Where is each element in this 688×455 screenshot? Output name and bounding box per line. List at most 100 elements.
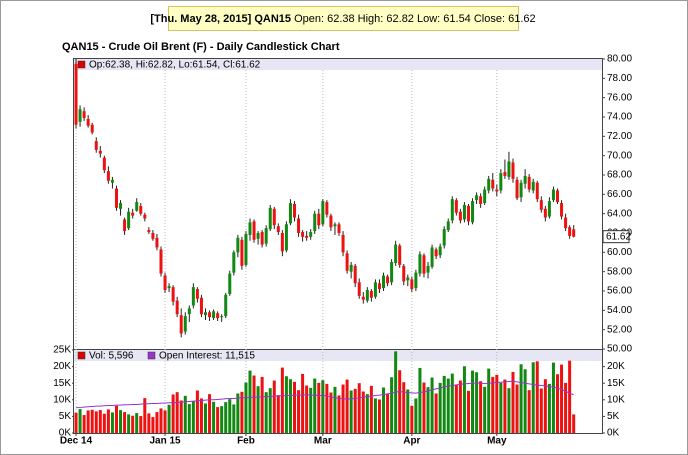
volume-bar	[503, 379, 507, 433]
candle-body	[572, 229, 576, 237]
candle-body	[309, 232, 313, 237]
y2-tick-label: 20K	[607, 361, 625, 372]
candle-body	[208, 312, 212, 318]
volume-bar	[74, 412, 78, 433]
candle-body	[353, 265, 357, 284]
candle-body	[90, 124, 94, 133]
candle-body	[547, 201, 551, 217]
volume-bar	[86, 410, 90, 433]
candle-body	[535, 182, 539, 200]
volume-bar	[471, 370, 475, 433]
volume-bar	[345, 379, 349, 433]
candle-body	[236, 237, 240, 253]
candle-body	[301, 232, 305, 237]
candle-body	[386, 276, 390, 284]
y-tick-label: 52.00	[607, 324, 632, 335]
volume-bar	[151, 417, 155, 433]
candle-body	[94, 141, 98, 150]
volume-bar	[555, 374, 559, 433]
candle-body	[394, 244, 398, 263]
volume-bar	[434, 393, 438, 433]
candle-body	[519, 182, 523, 198]
candle-body	[390, 262, 394, 283]
candle-body	[511, 162, 515, 179]
volume-bar	[224, 402, 228, 433]
candle-body	[434, 249, 438, 257]
x-tick-label: Dec 14	[60, 436, 93, 447]
volume-bar	[446, 378, 450, 433]
volume-bar	[119, 410, 123, 433]
volume-bar	[321, 380, 325, 433]
candle-body	[212, 311, 216, 319]
candle-body	[382, 275, 386, 289]
legend-swatch	[147, 351, 156, 360]
y-tick-label: 10K	[53, 394, 71, 405]
candle-body	[131, 212, 135, 216]
volume-bar	[386, 393, 390, 433]
legend-entry: Vol: 5,596	[89, 351, 134, 362]
volume-bar	[325, 383, 329, 433]
candle-body	[110, 179, 114, 183]
candle-body	[272, 208, 276, 226]
volume-bar	[187, 404, 191, 433]
volume-bar	[329, 392, 333, 433]
last-price-label: 61.62	[606, 231, 631, 242]
volume-bar	[82, 415, 86, 433]
volume-bar	[195, 390, 199, 433]
header-box	[168, 6, 519, 31]
volume-bar	[442, 375, 446, 433]
volume-bar	[313, 378, 317, 433]
candle-body	[523, 175, 527, 184]
volume-bar	[564, 382, 568, 433]
volume-bar	[373, 398, 377, 433]
volume-bar	[131, 415, 135, 433]
candle-body	[402, 265, 406, 282]
volume-bar	[139, 416, 143, 433]
candle-body	[151, 233, 155, 239]
volume-bar	[297, 390, 301, 433]
candle-body	[462, 204, 466, 220]
candle-body	[240, 239, 244, 266]
volume-bar	[361, 391, 365, 433]
volume-bar	[519, 364, 523, 433]
candle-body	[398, 245, 402, 265]
volume-bar	[272, 380, 276, 433]
candle-body	[564, 217, 568, 229]
volume-bar	[284, 376, 288, 433]
candle-body	[325, 202, 329, 215]
volume-bar	[208, 394, 212, 433]
volume-bar	[499, 382, 503, 433]
candle-body	[317, 213, 321, 226]
candle-body	[321, 201, 325, 225]
candle-body	[284, 224, 288, 251]
y-tick-label: 80.00	[607, 54, 632, 65]
candle-body	[466, 205, 470, 222]
y-tick-label: 20K	[53, 361, 71, 372]
volume-bar	[159, 408, 163, 433]
candle-body	[288, 203, 292, 224]
volume-bar	[244, 382, 248, 433]
volume-bar	[430, 377, 434, 433]
volume-bar	[135, 413, 139, 433]
volume-bar	[301, 373, 305, 433]
candle-body	[143, 214, 147, 219]
candle-body	[276, 226, 280, 233]
candle-body	[527, 176, 531, 190]
candle-body	[495, 189, 499, 192]
candle-body	[191, 287, 195, 306]
candle-body	[280, 233, 284, 252]
candle-body	[333, 224, 337, 227]
candle-body	[406, 277, 410, 281]
candle-body	[341, 234, 345, 253]
volume-bar	[317, 382, 321, 433]
volume-bar	[535, 361, 539, 433]
open-interest-line	[75, 380, 574, 409]
volume-bar	[236, 393, 240, 433]
candle-body	[313, 213, 317, 232]
y-tick-label: 54.00	[607, 305, 632, 316]
price-legend: Op:62.38, Hi:62.82, Lo:61.54, Cl:61.62	[89, 60, 261, 71]
candle-body	[228, 273, 232, 294]
candle-body	[475, 195, 479, 201]
volume-bar	[163, 410, 167, 433]
candle-body	[268, 207, 272, 230]
